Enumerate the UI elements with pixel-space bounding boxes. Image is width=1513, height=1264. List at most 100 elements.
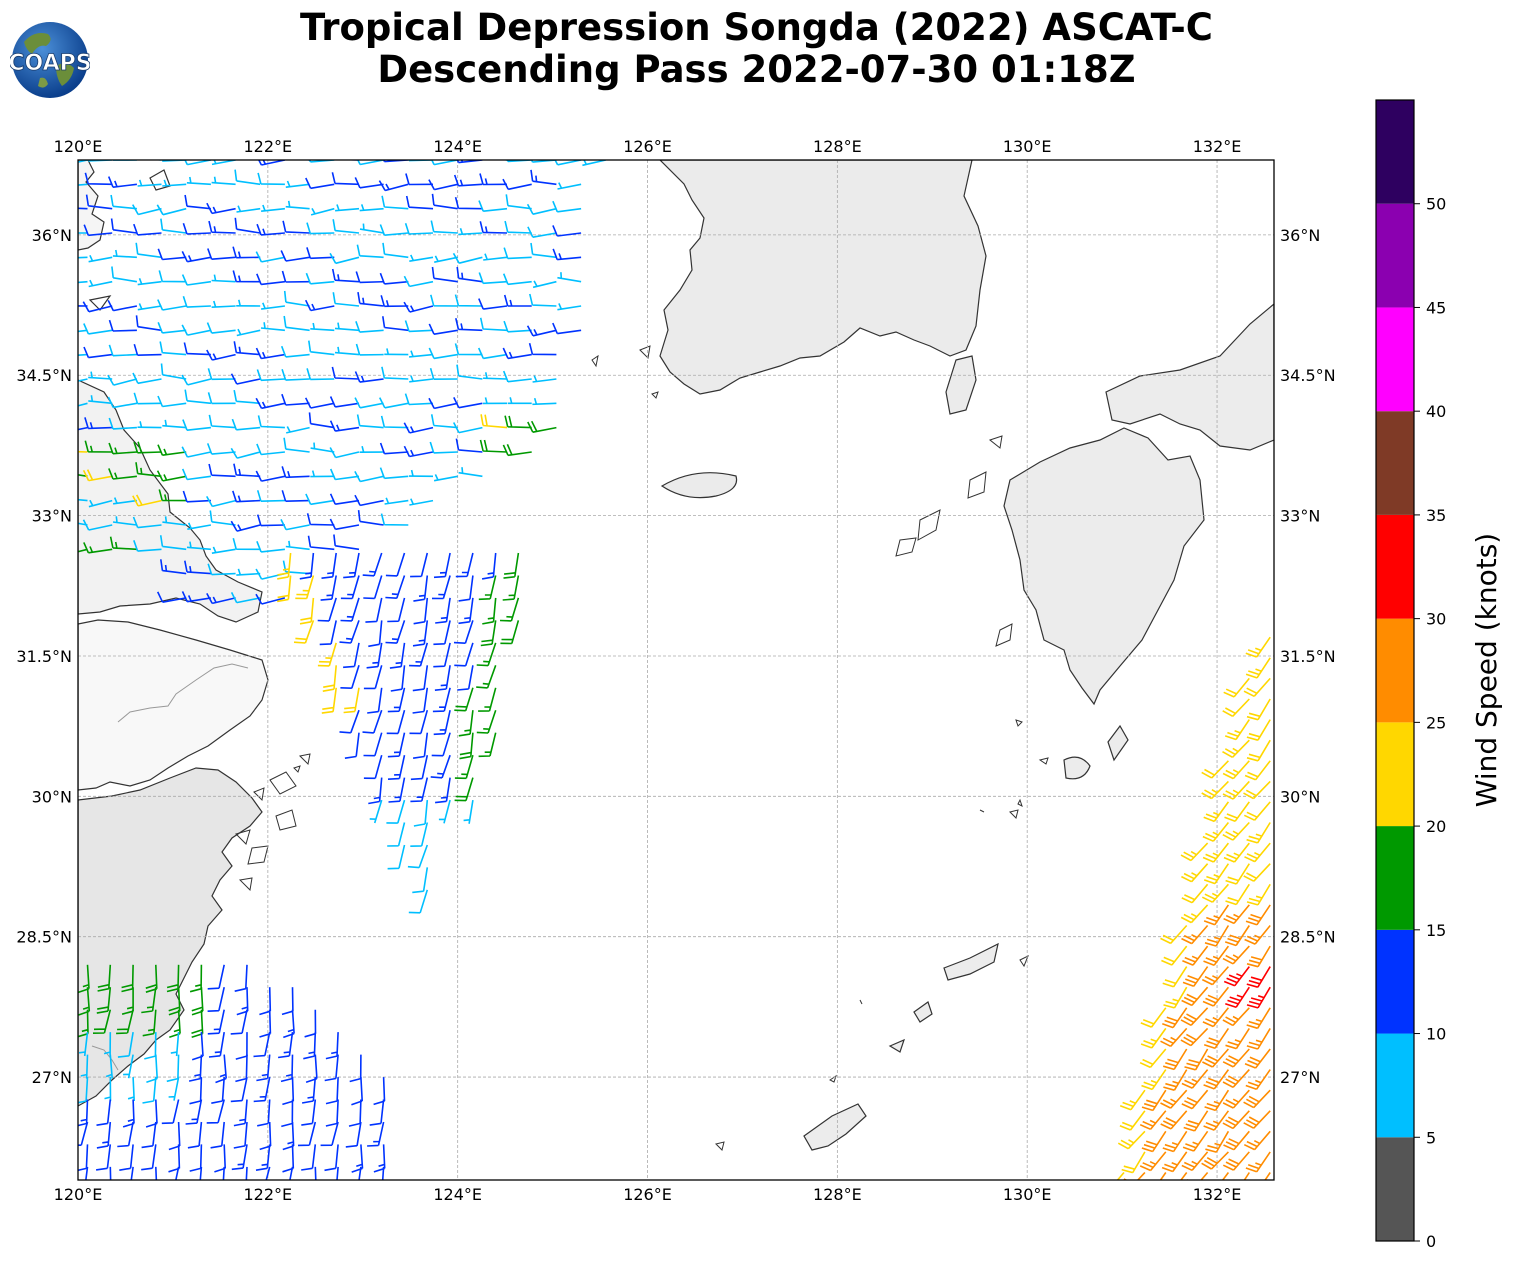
wind-barb <box>454 687 474 712</box>
wind-barb <box>454 754 474 780</box>
wind-barb <box>413 597 429 625</box>
wind-barb <box>368 777 383 805</box>
wind-barb <box>1160 924 1188 945</box>
wind-barb <box>1160 1089 1188 1109</box>
wind-barb <box>334 160 359 161</box>
wind-barb <box>123 1054 134 1079</box>
wind-barb <box>478 575 497 601</box>
wind-barb <box>430 160 458 166</box>
wind-barb <box>408 889 429 914</box>
wind-barb <box>329 493 360 505</box>
wind-barb <box>1223 1130 1250 1151</box>
wind-barb <box>256 1054 271 1082</box>
wind-barb <box>1243 1089 1271 1109</box>
wind-barb <box>78 353 88 357</box>
wind-barb <box>368 620 383 648</box>
wind-barb <box>301 1077 317 1104</box>
wind-barb <box>367 687 383 714</box>
wind-barb <box>78 1099 89 1127</box>
wind-barb <box>1243 780 1271 800</box>
wind-barb <box>340 575 360 600</box>
wind-barb <box>343 687 360 714</box>
lat-tick-left: 31.5°N <box>16 647 72 666</box>
wind-barb <box>336 1166 339 1180</box>
wind-barb <box>502 443 532 457</box>
lon-tick-bottom: 122°E <box>244 1185 293 1204</box>
wind-barb <box>107 374 138 386</box>
wind-barb <box>211 546 236 554</box>
colorbar-bin <box>1376 618 1414 723</box>
wind-barb <box>434 665 451 691</box>
wind-barb <box>88 499 113 508</box>
wind-barb <box>207 392 236 405</box>
colorbar-bin <box>1376 722 1414 827</box>
wind-barb <box>453 397 483 409</box>
wind-barb <box>479 439 508 453</box>
wind-barb <box>412 620 429 647</box>
wind-barb <box>317 642 337 667</box>
wind-barb <box>211 1077 225 1104</box>
wind-barb <box>532 375 557 383</box>
wind-barb <box>297 1121 317 1147</box>
wind-barb <box>280 345 310 358</box>
wind-barb <box>83 542 113 554</box>
wind-barb <box>1205 1130 1230 1153</box>
wind-barb <box>207 563 236 576</box>
wind-barb <box>111 266 138 283</box>
wind-barb <box>1201 760 1229 779</box>
lat-tick-left: 34.5°N <box>16 366 72 385</box>
wind-barb <box>455 438 483 453</box>
wind-barb <box>232 270 261 283</box>
wind-barb <box>502 273 532 286</box>
wind-barb <box>1202 821 1230 842</box>
wind-barb <box>112 249 137 259</box>
wind-barb <box>1223 904 1250 925</box>
wind-barb <box>454 343 483 356</box>
wind-barb <box>157 248 187 261</box>
wind-barb <box>325 1099 339 1127</box>
wind-barb <box>1203 1110 1230 1131</box>
lon-tick-bottom: 132°E <box>1193 1185 1242 1204</box>
wind-barb <box>283 315 310 332</box>
wind-barb <box>321 552 337 579</box>
wind-barb <box>1180 1027 1209 1047</box>
colorbar-tick-label: 20 <box>1426 817 1446 836</box>
wind-barb <box>144 1032 157 1060</box>
wind-barb <box>366 642 383 669</box>
wind-barb <box>82 301 113 313</box>
wind-barb <box>133 343 162 356</box>
wind-barb <box>135 462 162 478</box>
lat-tick-left: 36°N <box>32 226 72 245</box>
wind-barb <box>1180 904 1209 924</box>
lat-tick-right: 28.5°N <box>1280 928 1336 947</box>
wind-barb <box>166 964 180 993</box>
wind-barb <box>478 272 508 285</box>
wind-barb <box>1201 1151 1229 1170</box>
wind-barb <box>182 419 211 431</box>
wind-barb <box>329 396 360 408</box>
wind-barb <box>410 755 429 781</box>
wind-barb <box>299 597 315 625</box>
wind-barbs <box>78 160 1271 1180</box>
wind-barb <box>410 552 429 578</box>
wind-barb <box>483 253 508 261</box>
wind-barb <box>1180 1172 1188 1180</box>
wind-barb <box>117 1031 134 1058</box>
wind-barb <box>121 987 134 1015</box>
wind-barb <box>430 754 451 779</box>
wind-barb <box>1222 945 1250 965</box>
wind-barb <box>286 426 310 434</box>
wind-barb <box>253 1031 271 1058</box>
wind-barb <box>1246 1027 1271 1050</box>
wind-barb <box>334 346 360 356</box>
wind-barb <box>310 322 335 332</box>
wind-barb <box>332 219 360 234</box>
wind-barb <box>293 620 315 644</box>
colorbar-tick-label: 25 <box>1426 713 1446 732</box>
lon-tick-top: 130°E <box>1003 137 1052 156</box>
wind-barb <box>233 389 261 405</box>
wind-barb <box>339 620 360 644</box>
wind-barb <box>378 397 409 409</box>
wind-barb <box>184 560 211 575</box>
